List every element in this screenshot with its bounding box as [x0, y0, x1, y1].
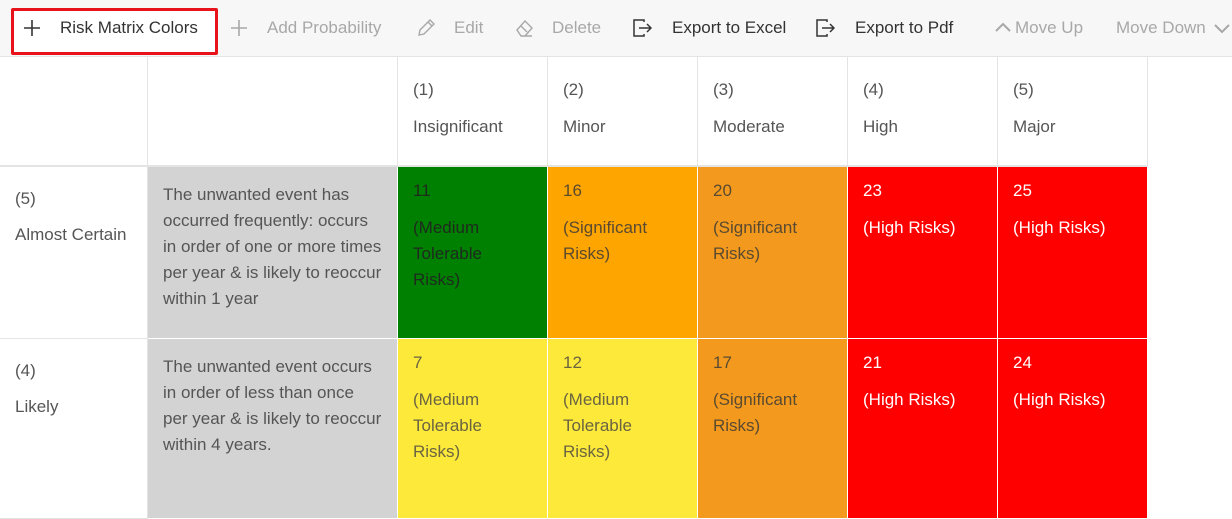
column-label: Moderate — [713, 117, 785, 136]
row-label: Almost Certain — [15, 225, 127, 244]
risk-cell: 24 (High Risks) — [998, 339, 1148, 519]
column-header: (5) Major — [998, 57, 1148, 167]
toolbar-icon — [816, 19, 835, 37]
column-label: Insignificant — [413, 117, 503, 136]
risk-cell: 12 (Medium Tolerable Risks) — [548, 339, 698, 519]
risk-score: 21 — [863, 353, 882, 372]
column-header: (4) High — [848, 57, 998, 167]
column-label: High — [863, 117, 898, 136]
toolbar-icon — [24, 20, 40, 36]
row-label: Likely — [15, 397, 59, 416]
toolbar-label: Risk Matrix Colors — [60, 18, 198, 37]
risk-label: (High Risks) — [863, 218, 956, 237]
row-description: The unwanted event has occurred frequent… — [148, 167, 398, 339]
toolbar-button: Move Down — [1116, 0, 1232, 56]
risk-label: (Medium Tolerable Risks) — [413, 218, 482, 289]
risk-score: 17 — [713, 353, 732, 372]
column-number: (3) — [713, 80, 734, 99]
toolbar-button: Add Probability — [229, 0, 381, 56]
risk-cell: 17 (Significant Risks) — [698, 339, 848, 519]
toolbar-icon — [231, 20, 247, 36]
toolbar-button: Edit — [416, 0, 483, 56]
risk-label: (Significant Risks) — [713, 390, 798, 435]
toolbar-label: Move Down — [1116, 18, 1206, 37]
row-header: (5) Almost Certain — [0, 167, 148, 339]
risk-label: (Significant Risks) — [563, 218, 648, 263]
row-number: (4) — [15, 361, 36, 380]
risk-cell: 16 (Significant Risks) — [548, 167, 698, 339]
risk-cell: 25 (High Risks) — [998, 167, 1148, 339]
toolbar-label: Delete — [552, 18, 602, 37]
header-cell — [148, 57, 398, 167]
risk-cell: 20 (Significant Risks) — [698, 167, 848, 339]
row-description: The unwanted event occurs in order of le… — [148, 339, 398, 519]
toolbar-icon — [516, 19, 533, 37]
risk-label: (Medium Tolerable Risks) — [563, 390, 632, 461]
column-header: (2) Minor — [548, 57, 698, 167]
risk-label: (High Risks) — [1013, 390, 1106, 409]
risk-score: 24 — [1013, 353, 1032, 372]
column-header: (1) Insignificant — [398, 57, 548, 167]
risk-score: 23 — [863, 181, 882, 200]
toolbar-icon — [995, 22, 1011, 32]
risk-cell: 21 (High Risks) — [848, 339, 998, 519]
column-number: (2) — [563, 80, 584, 99]
header-cell — [0, 57, 148, 167]
toolbar: Risk Matrix Colors Add Probability Edit Del… — [0, 0, 1232, 57]
toolbar-icon — [418, 19, 435, 36]
toolbar-icon — [633, 19, 652, 37]
risk-label: (High Risks) — [1013, 218, 1106, 237]
risk-cell: 11 (Medium Tolerable Risks) — [398, 167, 548, 339]
toolbar-label: Move Up — [1015, 18, 1084, 37]
toolbar-button[interactable]: Export to Excel — [632, 0, 786, 56]
risk-label: (Medium Tolerable Risks) — [413, 390, 482, 461]
toolbar-label: Edit — [454, 18, 484, 37]
toolbar-label: Export to Excel — [672, 18, 787, 37]
focus-ring — [11, 8, 218, 55]
toolbar-button: Move Up — [993, 0, 1083, 56]
toolbar-button[interactable]: Export to Pdf — [815, 0, 953, 56]
risk-label: (Significant Risks) — [713, 218, 798, 263]
column-number: (4) — [863, 80, 884, 99]
risk-label: (High Risks) — [863, 390, 956, 409]
risk-score: 12 — [563, 353, 582, 372]
risk-cell: 23 (High Risks) — [848, 167, 998, 339]
toolbar-button[interactable]: Risk Matrix Colors — [22, 0, 198, 56]
risk-score: 16 — [563, 181, 582, 200]
row-header: (4) Likely — [0, 339, 148, 519]
column-label: Minor — [563, 117, 606, 136]
column-header: (3) Moderate — [698, 57, 848, 167]
column-number: (1) — [413, 80, 434, 99]
risk-cell: 7 (Medium Tolerable Risks) — [398, 339, 548, 519]
toolbar-label: Add Probability — [267, 18, 382, 37]
risk-score: 11 — [413, 181, 431, 200]
toolbar-label: Export to Pdf — [855, 18, 954, 37]
risk-score: 25 — [1013, 181, 1032, 200]
column-label: Major — [1013, 117, 1056, 136]
toolbar-icon — [1214, 24, 1230, 34]
risk-score: 20 — [713, 181, 732, 200]
row-number: (5) — [15, 189, 36, 208]
column-number: (5) — [1013, 80, 1034, 99]
risk-score: 7 — [413, 353, 423, 372]
toolbar-button: Delete — [514, 0, 601, 56]
